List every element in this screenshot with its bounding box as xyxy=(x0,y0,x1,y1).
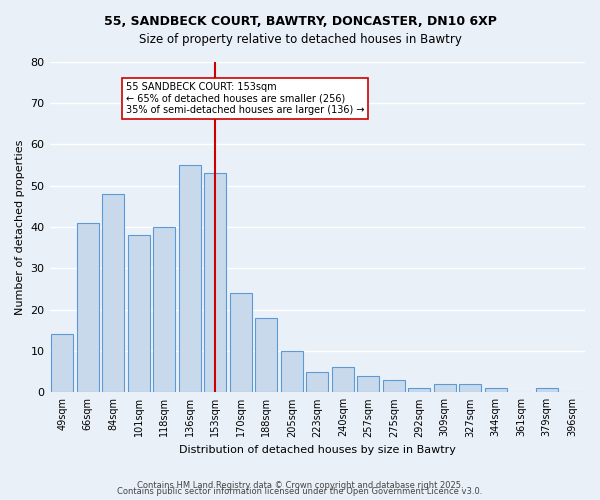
Text: Size of property relative to detached houses in Bawtry: Size of property relative to detached ho… xyxy=(139,32,461,46)
Bar xyxy=(52,334,73,392)
Text: 55 SANDBECK COURT: 153sqm
← 65% of detached houses are smaller (256)
35% of semi: 55 SANDBECK COURT: 153sqm ← 65% of detac… xyxy=(126,82,365,116)
Text: Contains public sector information licensed under the Open Government Licence v3: Contains public sector information licen… xyxy=(118,488,482,496)
Bar xyxy=(307,372,328,392)
Bar xyxy=(281,351,302,393)
Bar xyxy=(205,173,226,392)
X-axis label: Distribution of detached houses by size in Bawtry: Distribution of detached houses by size … xyxy=(179,445,456,455)
Bar xyxy=(230,293,251,392)
Y-axis label: Number of detached properties: Number of detached properties xyxy=(15,139,25,314)
Bar xyxy=(383,380,404,392)
Bar xyxy=(536,388,557,392)
Bar xyxy=(77,223,98,392)
Text: 55, SANDBECK COURT, BAWTRY, DONCASTER, DN10 6XP: 55, SANDBECK COURT, BAWTRY, DONCASTER, D… xyxy=(104,15,496,28)
Bar xyxy=(103,194,124,392)
Text: Contains HM Land Registry data © Crown copyright and database right 2025.: Contains HM Land Registry data © Crown c… xyxy=(137,481,463,490)
Bar xyxy=(179,165,200,392)
Bar xyxy=(460,384,481,392)
Bar xyxy=(128,235,149,392)
Bar xyxy=(332,368,353,392)
Bar xyxy=(358,376,379,392)
Bar xyxy=(256,318,277,392)
Bar xyxy=(154,227,175,392)
Bar xyxy=(485,388,506,392)
Bar xyxy=(434,384,455,392)
Bar xyxy=(409,388,430,392)
